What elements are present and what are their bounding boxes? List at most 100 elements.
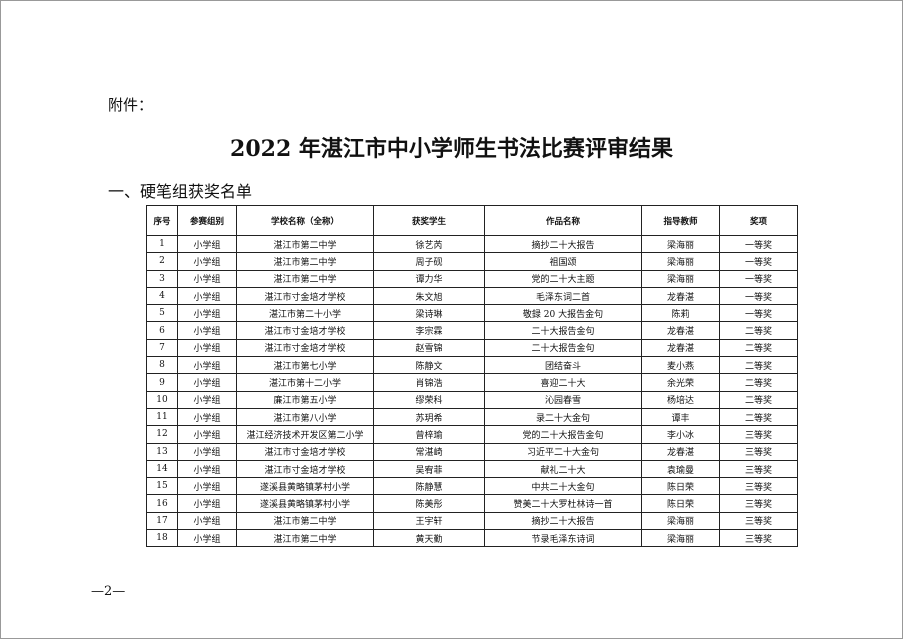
table-cell: 4 (146, 286, 178, 306)
table-cell: 小学组 (177, 494, 237, 513)
table-cell: 陈美彤 (373, 494, 485, 513)
column-header: 奖项 (719, 205, 798, 236)
table-cell: 湛江市第二中学 (236, 234, 374, 254)
table-cell: 二十大报告金句 (484, 338, 642, 358)
column-header: 作品名称 (484, 205, 642, 236)
table-cell: 2 (146, 252, 178, 271)
table-cell: 湛江市第十二小学 (236, 373, 374, 392)
table-cell: 三等奖 (719, 477, 798, 496)
table-cell: 8 (146, 356, 178, 375)
column-header: 指导教师 (641, 205, 720, 236)
table-cell: 1 (146, 234, 178, 254)
table-cell: 陈日荣 (641, 494, 720, 513)
table-cell: 3 (146, 269, 178, 288)
table-row: 11 小学组 湛江市第八小学 苏玥希 录二十大金句 谭丰 二等奖 (146, 407, 798, 427)
table-cell: 遂溪县黄略镇茅村小学 (236, 477, 374, 496)
table-cell: 7 (146, 338, 178, 358)
table-cell: 16 (146, 494, 178, 513)
table-cell: 一等奖 (719, 252, 798, 271)
column-header: 参赛组别 (177, 205, 237, 236)
attachment-label: 附件： (108, 96, 154, 114)
table-cell: 17 (146, 511, 178, 531)
table-cell: 小学组 (177, 425, 237, 444)
table-cell: 缪荣科 (373, 390, 485, 409)
table-cell: 小学组 (177, 269, 237, 288)
table-cell: 湛江市第二中学 (236, 529, 374, 548)
table-cell: 二等奖 (719, 407, 798, 427)
table-cell: 三等奖 (719, 529, 798, 548)
table-cell: 录二十大金句 (484, 407, 642, 427)
table-cell: 小学组 (177, 373, 237, 392)
table-cell: 祖国颂 (484, 252, 642, 271)
table-cell: 梁海丽 (641, 529, 720, 548)
table-row: 8 小学组 湛江市第七小学 陈静文 团结奋斗 麦小燕 二等奖 (146, 356, 798, 375)
table-cell: 谭丰 (641, 407, 720, 427)
table-cell: 献礼二十大 (484, 459, 642, 479)
table-cell: 湛江市寸金培才学校 (236, 338, 374, 358)
table-cell: 湛江市第七小学 (236, 356, 374, 375)
table-row: 13 小学组 湛江市寸金培才学校 常湛崎 习近平二十大金句 龙春湛 三等奖 (146, 442, 798, 461)
table-cell: 18 (146, 529, 178, 548)
table-cell: 湛江市寸金培才学校 (236, 321, 374, 340)
table-cell: 14 (146, 459, 178, 479)
table-cell: 陈日荣 (641, 477, 720, 496)
table-cell: 5 (146, 304, 178, 323)
table-cell: 摘抄二十大报告 (484, 511, 642, 531)
table-cell: 党的二十大报告金句 (484, 425, 642, 444)
table-cell: 陈莉 (641, 304, 720, 323)
table-cell: 王宇轩 (373, 511, 485, 531)
table-cell: 黄天勤 (373, 529, 485, 548)
table-cell: 陈静慧 (373, 477, 485, 496)
table-cell: 三等奖 (719, 494, 798, 513)
table-cell: 湛江市第二中学 (236, 511, 374, 531)
table-cell: 余光荣 (641, 373, 720, 392)
table-row: 15 小学组 遂溪县黄略镇茅村小学 陈静慧 中共二十大金句 陈日荣 三等奖 (146, 477, 798, 496)
table-row: 17 小学组 湛江市第二中学 王宇轩 摘抄二十大报告 梁海丽 三等奖 (146, 511, 798, 531)
table-cell: 李宗霖 (373, 321, 485, 340)
table-cell: 9 (146, 373, 178, 392)
table-cell: 周子砚 (373, 252, 485, 271)
table-row: 10 小学组 廉江市第五小学 缪荣科 沁园春雪 杨培达 二等奖 (146, 390, 798, 409)
table-cell: 三等奖 (719, 459, 798, 479)
table-cell: 二等奖 (719, 338, 798, 358)
table-cell: 沁园春雪 (484, 390, 642, 409)
table-cell: 小学组 (177, 407, 237, 427)
table-cell: 13 (146, 442, 178, 461)
table-cell: 党的二十大主题 (484, 269, 642, 288)
table-cell: 三等奖 (719, 425, 798, 444)
table-cell: 梁海丽 (641, 511, 720, 531)
table-cell: 梁诗琳 (373, 304, 485, 323)
table-cell: 11 (146, 407, 178, 427)
table-cell: 谭力华 (373, 269, 485, 288)
table-cell: 龙春湛 (641, 286, 720, 306)
table-row: 12 小学组 湛江经济技术开发区第二小学 曾梓瑜 党的二十大报告金句 李小冰 三等奖 (146, 425, 798, 444)
table-cell: 梁海丽 (641, 269, 720, 288)
table-cell: 湛江市寸金培才学校 (236, 442, 374, 461)
table-cell: 小学组 (177, 477, 237, 496)
table-cell: 小学组 (177, 304, 237, 323)
table-cell: 小学组 (177, 511, 237, 531)
table-cell: 湛江市第八小学 (236, 407, 374, 427)
table-cell: 一等奖 (719, 234, 798, 254)
table-cell: 湛江经济技术开发区第二小学 (236, 425, 374, 444)
table-cell: 赵雪锦 (373, 338, 485, 358)
table-cell: 毛泽东词二首 (484, 286, 642, 306)
table-cell: 一等奖 (719, 286, 798, 306)
table-cell: 龙春湛 (641, 321, 720, 340)
table-row: 18 小学组 湛江市第二中学 黄天勤 节录毛泽东诗词 梁海丽 三等奖 (146, 529, 798, 548)
table-cell: 小学组 (177, 529, 237, 548)
table-cell: 常湛崎 (373, 442, 485, 461)
table-cell: 三等奖 (719, 511, 798, 531)
table-cell: 湛江市第二中学 (236, 252, 374, 271)
table-cell: 湛江市寸金培才学校 (236, 286, 374, 306)
table-cell: 二等奖 (719, 373, 798, 392)
table-row: 9 小学组 湛江市第十二小学 肖锦浩 喜迎二十大 余光荣 二等奖 (146, 373, 798, 392)
table-cell: 袁瑜曼 (641, 459, 720, 479)
column-header: 获奖学生 (373, 205, 485, 236)
document-title: 2022 年湛江市中小学师生书法比赛评审结果 (230, 136, 673, 162)
table-cell: 中共二十大金句 (484, 477, 642, 496)
table-cell: 节录毛泽东诗词 (484, 529, 642, 548)
table-cell: 一等奖 (719, 304, 798, 323)
table-cell: 小学组 (177, 442, 237, 461)
